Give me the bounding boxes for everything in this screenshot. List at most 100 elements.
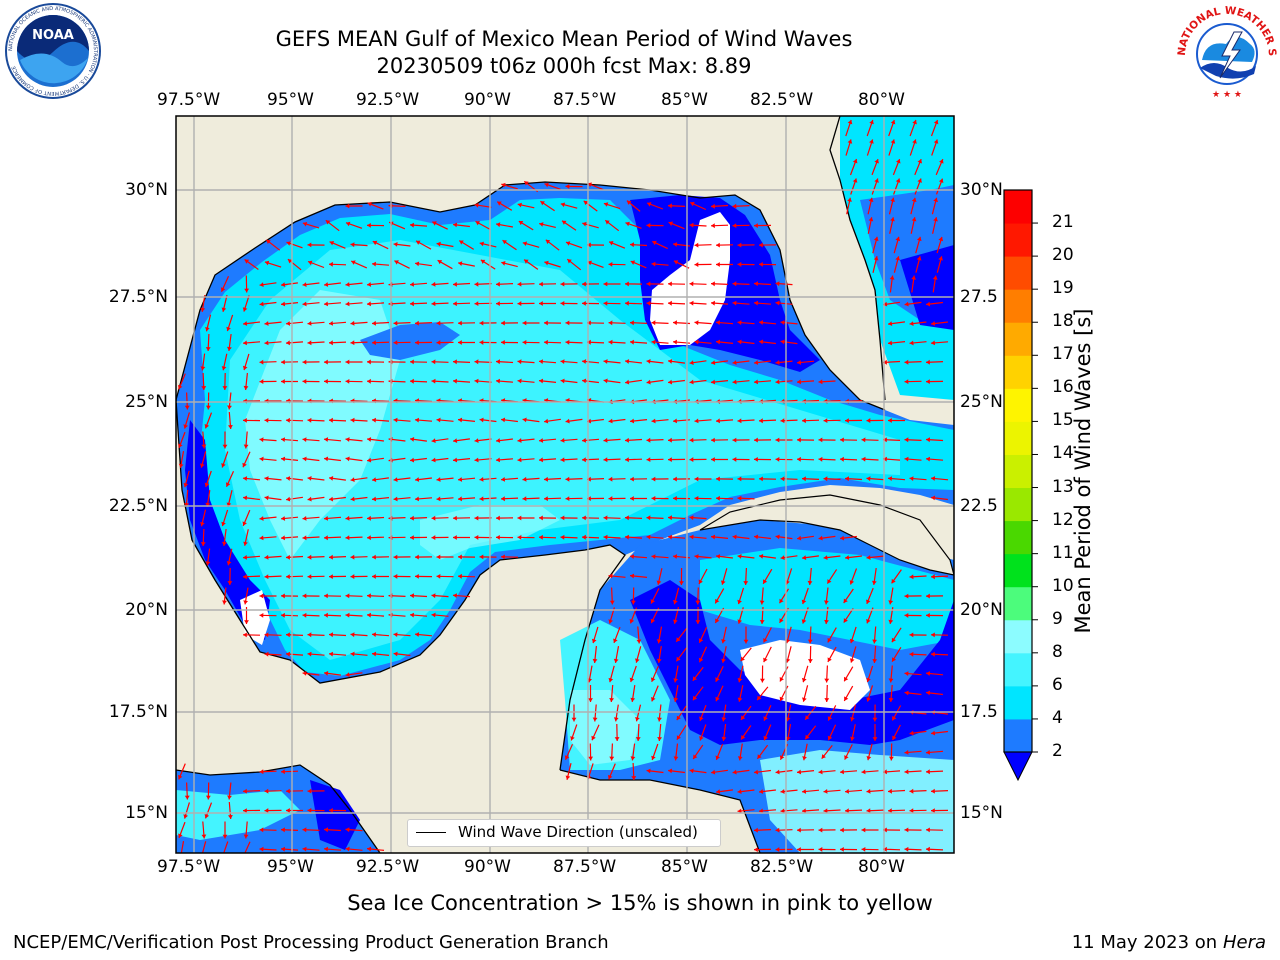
wind-wave-arrowhead — [917, 159, 922, 164]
wind-wave-arrowhead — [259, 516, 264, 521]
legend-line-sample — [416, 832, 446, 833]
wind-wave-arrowhead — [689, 534, 694, 540]
wind-wave-arrowhead — [393, 477, 398, 482]
wind-wave-arrowhead — [393, 340, 398, 345]
wind-wave-arrowhead — [716, 418, 720, 424]
wind-wave-arrowhead — [345, 612, 350, 618]
wind-wave-arrowhead — [302, 671, 307, 676]
wind-wave-arrowhead — [453, 359, 457, 365]
wind-wave-arrowhead — [805, 715, 810, 720]
wind-wave-arrowhead — [737, 242, 742, 248]
wind-wave-arrows — [178, 119, 949, 853]
wind-wave-arrowhead — [630, 260, 636, 265]
wind-wave-arrowhead — [740, 656, 745, 662]
wind-wave-arrowhead — [888, 698, 894, 702]
gridlines — [176, 116, 954, 853]
wind-wave-arrowhead — [732, 457, 737, 462]
wind-wave-arrowhead — [614, 737, 620, 741]
lon-label-top: 80°W — [858, 90, 905, 110]
wind-wave-arrowhead — [286, 632, 290, 638]
wind-wave-arrowhead — [926, 827, 930, 833]
wind-wave-arrowhead — [732, 534, 737, 540]
wind-wave-arrowhead — [264, 321, 269, 326]
wind-wave-arrowhead — [818, 769, 823, 775]
wind-wave-arrowhead — [802, 789, 807, 794]
wind-wave-arrowhead — [281, 593, 285, 599]
wind-wave-arrowhead — [393, 320, 398, 326]
wind-wave-arrowhead — [754, 379, 758, 385]
wind-wave-arrowhead — [393, 554, 398, 560]
wind-wave-arrowhead — [560, 515, 565, 521]
wind-wave-arrowhead — [824, 619, 829, 624]
wind-wave-arrowhead — [453, 593, 457, 598]
wind-wave-arrowhead — [410, 593, 414, 599]
wind-wave-arrowhead — [646, 300, 651, 306]
wind-wave-arrowhead — [259, 769, 264, 775]
wind-wave-arrowhead — [883, 769, 887, 775]
wind-wave-arrowhead — [646, 534, 651, 540]
wind-wave-arrowhead — [329, 261, 333, 267]
wind-wave-arrowhead — [732, 379, 737, 385]
wind-wave-arrowhead — [474, 281, 479, 287]
wind-wave-arrowhead — [286, 241, 291, 246]
wind-wave-arrowhead — [630, 756, 636, 761]
wind-wave-arrowhead — [646, 768, 651, 774]
wind-wave-arrowhead — [802, 697, 807, 702]
wind-wave-arrowhead — [635, 658, 640, 663]
wind-wave-arrowhead — [479, 320, 484, 326]
wind-wave-arrowhead — [926, 690, 931, 696]
wind-wave-arrowhead — [518, 221, 524, 226]
wind-wave-arrow — [201, 841, 207, 853]
wind-wave-arrowhead — [721, 736, 727, 741]
wind-wave-arrowhead — [242, 521, 247, 526]
wind-wave-arrowhead — [324, 301, 328, 307]
wind-wave-arrowhead — [243, 600, 248, 605]
wind-wave-arrowhead — [367, 301, 371, 307]
wind-wave-arrowhead — [582, 457, 586, 463]
wind-wave-arrowhead — [281, 359, 285, 365]
wind-wave-arrowhead — [931, 632, 935, 638]
wind-wave-arrowhead — [243, 788, 247, 794]
gulf-pale — [245, 290, 400, 560]
wind-wave-arrowhead — [324, 456, 329, 462]
wind-wave-arrowhead — [780, 789, 785, 794]
wind-wave-arrowhead — [588, 756, 593, 761]
wind-wave-arrowhead — [603, 515, 608, 521]
wind-wave-arrowhead — [629, 677, 635, 682]
wind-wave-arrowhead — [458, 477, 463, 482]
wind-wave-arrowhead — [324, 516, 328, 521]
wind-wave-arrowhead — [824, 678, 830, 683]
wind-wave-arrowhead — [539, 359, 543, 364]
wind-wave-arrowhead — [367, 282, 372, 287]
wind-wave-arrowhead — [221, 463, 226, 468]
wind-wave-arrowhead — [909, 730, 914, 736]
wind-wave-arrowhead — [861, 769, 866, 775]
wind-wave-arrowhead — [228, 425, 233, 429]
wind-wave-arrowhead — [759, 600, 765, 605]
wind-wave-arrowhead — [200, 463, 205, 468]
wind-wave-arrowhead — [201, 834, 207, 839]
wind-wave-arrowhead — [904, 301, 909, 307]
wind-wave-arrowhead — [840, 456, 844, 462]
wind-wave-arrowhead — [625, 437, 629, 443]
wind-wave-arrowhead — [560, 438, 565, 443]
wind-wave-arrowhead — [732, 437, 737, 443]
wind-wave-arrowhead — [545, 239, 551, 245]
wind-wave-arrowhead — [307, 496, 312, 502]
lat-label-right: 30°N — [960, 180, 1003, 200]
wind-wave-arrowhead — [909, 476, 914, 481]
colorbar-tick-label: 2 — [1052, 741, 1063, 761]
wind-wave-arrowhead — [227, 405, 232, 410]
wind-wave-arrowhead — [646, 359, 651, 364]
lon-label-bottom: 87.5°W — [553, 857, 617, 877]
wind-wave-arrowhead — [324, 535, 328, 541]
colorbar-tick-label: 18 — [1052, 311, 1074, 332]
wind-wave-arrowhead — [759, 320, 764, 325]
wind-wave-arrowhead — [847, 197, 852, 202]
wind-wave-arrowhead — [474, 457, 479, 463]
wind-wave-arrowhead — [743, 639, 749, 644]
wind-wave-arrowhead — [259, 613, 264, 618]
wind-wave-arrowhead — [845, 789, 849, 794]
wind-wave-arrowhead — [613, 658, 619, 663]
wind-wave-arrowhead — [797, 379, 801, 385]
